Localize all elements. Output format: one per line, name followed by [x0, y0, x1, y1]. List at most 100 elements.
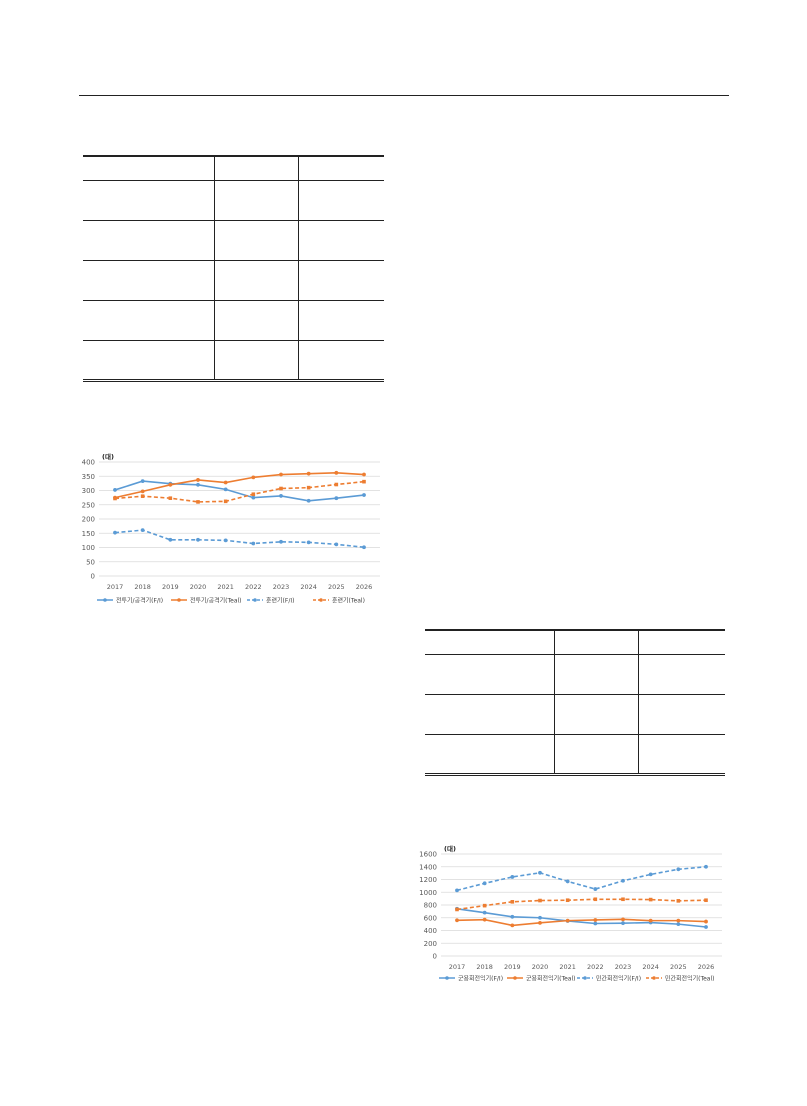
data-point — [362, 472, 366, 477]
table-row — [83, 155, 384, 181]
y-tick-label: 300 — [82, 487, 95, 495]
legend-marker — [513, 976, 517, 980]
data-point — [704, 919, 708, 924]
data-point — [648, 897, 653, 902]
data-point — [482, 917, 487, 922]
data-point — [593, 918, 598, 922]
data-point — [279, 472, 283, 477]
table-cell — [554, 654, 639, 695]
data-point — [676, 922, 681, 927]
data-point — [676, 918, 681, 923]
series-line — [456, 908, 707, 928]
data-point — [676, 867, 681, 872]
y-axis-label: (대) — [444, 844, 456, 853]
y-tick-label: 800 — [424, 902, 437, 910]
data-point — [279, 486, 283, 491]
data-point — [279, 494, 283, 498]
series-line — [114, 480, 365, 502]
data-point — [538, 915, 542, 920]
data-point — [455, 888, 459, 893]
data-point — [306, 498, 311, 503]
table-row — [83, 220, 384, 261]
x-tick-label: 2024 — [300, 583, 317, 591]
table-row — [83, 340, 384, 382]
x-tick-label: 2026 — [698, 963, 715, 971]
table-cell — [83, 180, 215, 221]
chart-2: 0 200 400 600 800 1000 1200 1400 1600 (대) 2017 2018… — [419, 844, 725, 1008]
table-row — [83, 300, 384, 341]
x-tick-label: 2026 — [356, 583, 373, 591]
legend-marker — [319, 598, 323, 602]
data-point — [565, 898, 570, 903]
x-tick-label: 2018 — [134, 583, 151, 591]
data-point — [140, 479, 145, 483]
data-point — [676, 899, 681, 903]
data-point — [251, 492, 256, 497]
data-point — [565, 918, 570, 923]
x-tick-label: 2017 — [449, 963, 466, 971]
data-point — [362, 479, 366, 484]
table-cell — [214, 220, 299, 261]
table-cell — [214, 260, 299, 301]
data-point — [510, 914, 515, 919]
x-tick-label: 2021 — [217, 583, 234, 591]
chart-background — [83, 455, 383, 615]
data-point — [279, 539, 283, 544]
legend-label: 군용회전익기(F/I) — [458, 974, 503, 982]
data-point — [223, 499, 228, 504]
header-rule — [79, 95, 729, 96]
table-cell — [214, 155, 299, 181]
data-point — [251, 541, 256, 546]
series-line — [456, 865, 707, 892]
legend-label: 전투기/공격기(Teal) — [190, 596, 242, 604]
table-cell — [214, 180, 299, 221]
data-point — [196, 500, 200, 504]
data-point — [621, 897, 625, 902]
chart-background — [425, 848, 725, 1008]
data-point — [334, 496, 339, 501]
data-point — [196, 482, 200, 487]
data-point — [538, 898, 542, 903]
table-cell — [83, 340, 215, 382]
data-point — [510, 900, 515, 904]
data-point — [251, 495, 256, 500]
legend-marker — [652, 976, 656, 980]
table-row — [425, 654, 725, 695]
data-point — [362, 545, 366, 550]
y-tick-label: 50 — [86, 558, 95, 566]
legend-label: 훈련기(Teal) — [332, 596, 365, 604]
y-tick-label: 350 — [82, 473, 95, 481]
data-point — [455, 907, 459, 912]
y-tick-label: 200 — [424, 940, 437, 948]
x-tick-label: 2024 — [642, 963, 659, 971]
data-point — [168, 537, 173, 542]
y-tick-label: 1600 — [419, 851, 437, 859]
table-cell — [554, 694, 639, 735]
x-tick-label: 2017 — [107, 583, 124, 591]
table-row — [425, 734, 725, 776]
data-point — [593, 897, 598, 902]
data-point — [538, 870, 542, 875]
table-row — [425, 694, 725, 735]
table-row — [425, 629, 725, 655]
legend-marker — [445, 976, 449, 980]
x-tick-label: 2025 — [328, 583, 345, 591]
data-point — [704, 925, 708, 929]
data-point — [362, 493, 366, 497]
data-point — [113, 530, 117, 535]
y-tick-label: 200 — [82, 516, 95, 524]
table-cell — [83, 155, 215, 181]
legend-marker — [177, 598, 181, 602]
x-tick-label: 2025 — [670, 963, 687, 971]
table-cell — [425, 629, 555, 655]
table-cell — [638, 734, 725, 776]
y-axis-label: (대) — [102, 452, 114, 461]
data-point — [648, 872, 653, 877]
data-point — [196, 537, 200, 542]
table-cell — [298, 155, 384, 181]
data-point — [306, 485, 311, 490]
y-tick-label: 1000 — [419, 889, 437, 897]
data-point — [334, 542, 339, 547]
x-tick-label: 2023 — [273, 583, 290, 591]
data-point — [621, 878, 625, 883]
